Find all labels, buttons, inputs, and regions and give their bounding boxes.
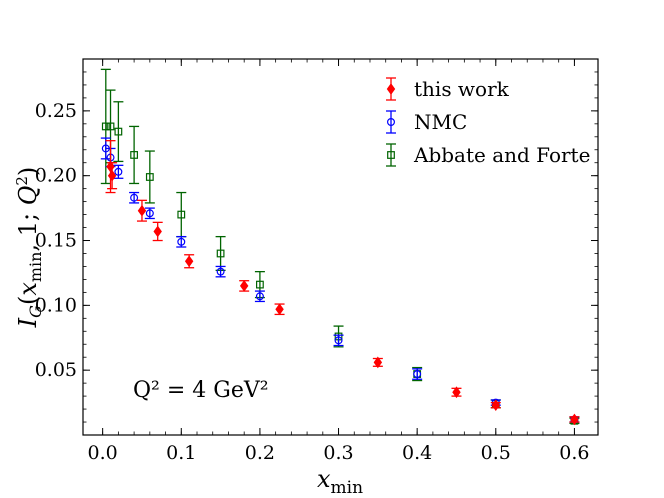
series-diamond (105, 140, 580, 426)
data-point (130, 151, 139, 159)
data-point (137, 204, 147, 217)
y-axis-label-exp: 2 (13, 176, 31, 186)
x-axis-label-main: x (317, 465, 331, 493)
y-axis-label-G: G (26, 305, 45, 318)
q2-annotation: Q² = 4 GeV² (133, 378, 269, 403)
x-tick-label: 0.2 (245, 442, 275, 464)
legend-entry: this work (386, 77, 510, 101)
data-point (177, 210, 186, 219)
data-point (153, 225, 162, 238)
legend-marker (387, 151, 395, 159)
data-point (114, 167, 123, 176)
y-axis-label-min: min (26, 252, 45, 283)
data-point (177, 237, 186, 246)
data-point (373, 356, 383, 369)
data-point (216, 267, 225, 276)
data-point (452, 386, 461, 399)
data-point (256, 280, 264, 289)
data-point (106, 122, 115, 131)
x-tick-label: 0.5 (481, 442, 511, 464)
x-axis-label: xmin (317, 465, 363, 498)
data-point (216, 249, 225, 258)
x-tick-label: 0.3 (323, 442, 353, 464)
y-axis-label-Q: Q (14, 186, 42, 206)
data-point (145, 209, 154, 218)
legend-marker (386, 83, 396, 95)
data-point (114, 127, 123, 136)
y-axis-label: IG(xmin, 1; Q2) (13, 167, 45, 329)
tick-labels: 0.0 0.1 0.2 0.3 0.4 0.5 0.6 0.05 0.10 0.15 0.20 0.2… (35, 100, 590, 464)
data-point (101, 122, 110, 131)
data-point (145, 173, 154, 181)
data-point (491, 399, 501, 412)
data-point (239, 280, 249, 292)
y-tick-label: 0.25 (35, 100, 77, 122)
y-tick-label: 0.15 (35, 230, 77, 252)
y-axis-label-rest: , 1; (14, 205, 42, 251)
x-tick-label: 0.0 (88, 442, 118, 464)
data-point (107, 169, 117, 182)
data-points-layer (100, 68, 580, 426)
data-point (334, 336, 343, 345)
x-tick-label: 0.1 (166, 442, 196, 464)
x-tick-label: 0.6 (559, 442, 589, 464)
plot-frame (82, 58, 599, 436)
y-tick-label: 0.20 (35, 165, 77, 187)
data-point (184, 255, 194, 268)
y-tick-label: 0.10 (35, 294, 77, 316)
data-point (275, 303, 284, 316)
y-axis-label-I: I (14, 317, 42, 328)
y-tick-label: 0.05 (35, 359, 77, 381)
y-axis-label-close: ) (14, 167, 42, 176)
y-axis-label-args: ( (14, 296, 42, 305)
data-point (413, 370, 422, 379)
x-axis-label-sub: min (331, 478, 364, 498)
legend-entry: Abbate and Forte (386, 143, 590, 167)
legend-entry: NMC (386, 110, 467, 134)
legend: this work NMC Abbate and Forte (386, 77, 590, 167)
series-square (100, 68, 580, 425)
data-point (255, 292, 264, 301)
data-point (570, 413, 579, 426)
y-axis-label-x: x (14, 282, 42, 296)
legend-label: this work (414, 77, 510, 101)
x-tick-label: 0.4 (402, 442, 432, 464)
legend-marker (387, 117, 396, 126)
legend-label: NMC (414, 110, 467, 134)
legend-label: Abbate and Forte (413, 143, 590, 167)
data-point (130, 193, 139, 202)
